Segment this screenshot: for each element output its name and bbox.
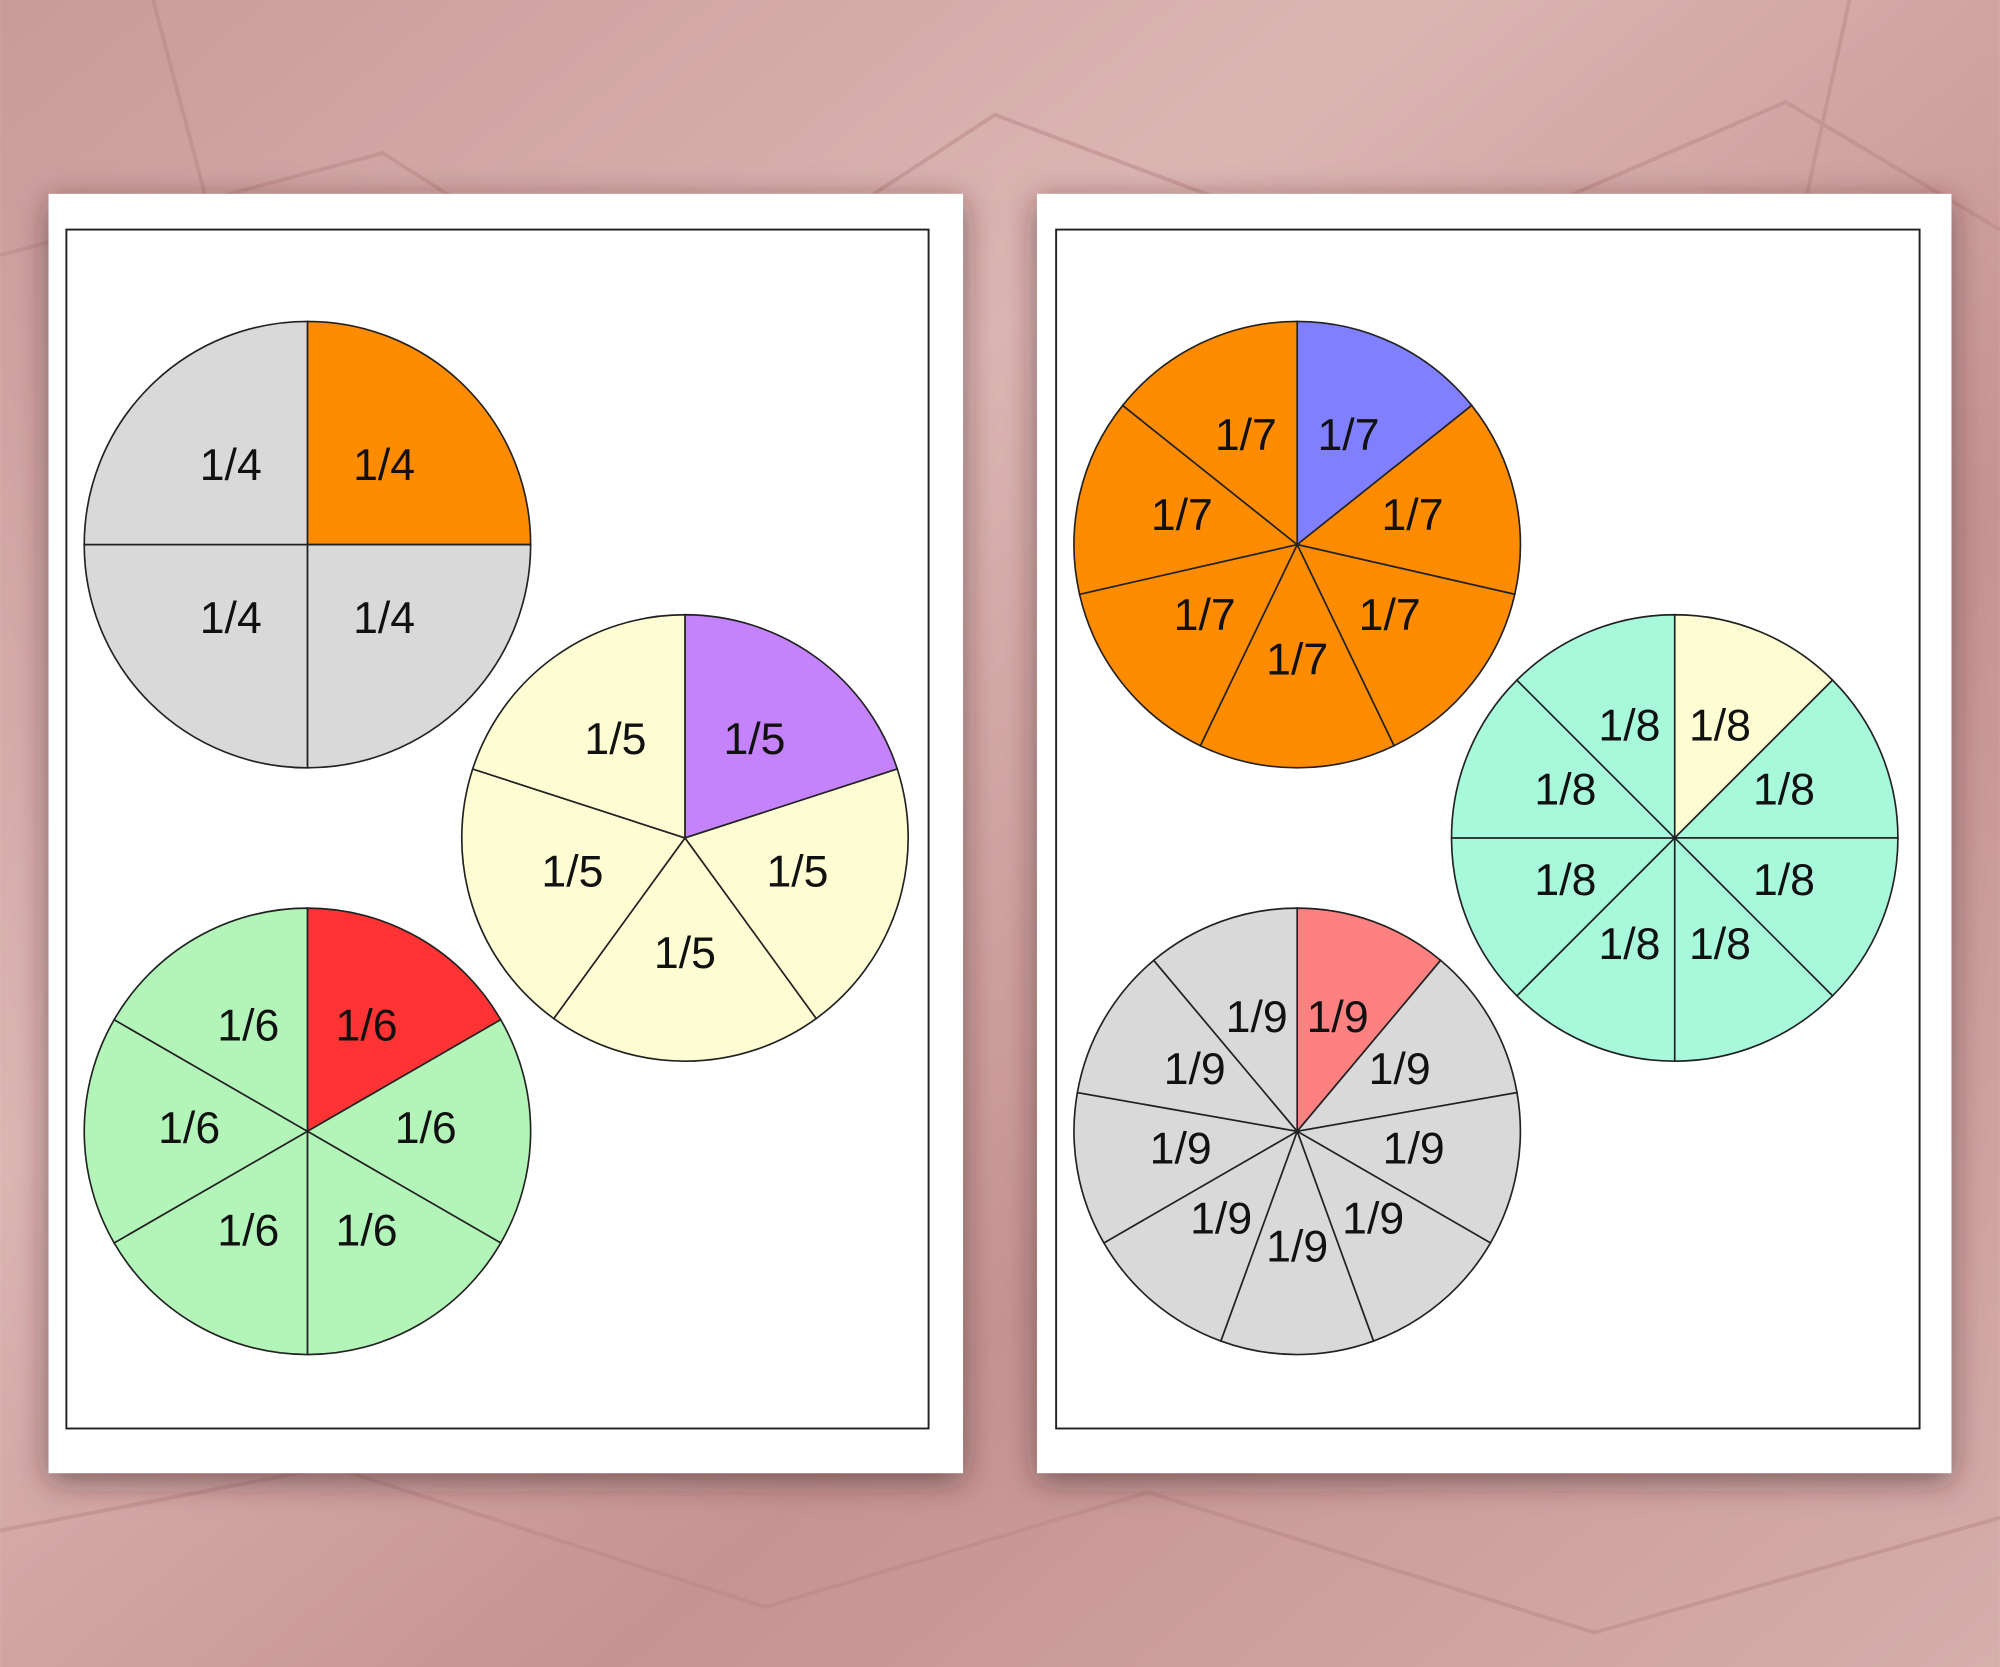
slice — [113, 907, 309, 1133]
slice-label: 1/6 — [158, 1104, 220, 1153]
fraction-circle: 1/71/71/71/71/71/71/7 — [1073, 320, 1522, 769]
slice — [306, 320, 532, 546]
slice — [83, 543, 309, 769]
slice — [305, 1018, 532, 1245]
slice-label: 1/7 — [1266, 636, 1328, 685]
slice-label: 1/4 — [353, 594, 415, 643]
slice-label: 1/8 — [1534, 765, 1596, 814]
slice — [1295, 1129, 1492, 1343]
slice — [1152, 907, 1299, 1134]
slice-label: 1/9 — [1226, 993, 1288, 1042]
slice-label: 1/6 — [336, 1207, 398, 1256]
slice-label: 1/5 — [766, 847, 828, 896]
slice-label: 1/8 — [1753, 856, 1815, 905]
slice — [460, 767, 687, 1020]
slice-label: 1/4 — [200, 594, 262, 643]
slice — [1515, 835, 1676, 1062]
slice-label: 1/7 — [1215, 411, 1277, 460]
slice — [1672, 837, 1899, 997]
slice-label: 1/8 — [1689, 701, 1751, 750]
slice — [1073, 1091, 1300, 1245]
slice-label: 1/5 — [541, 847, 603, 896]
slice — [1295, 543, 1516, 747]
slice — [1121, 320, 1299, 547]
fraction-circle: 1/6 1/6 1/6 1/6 1/6 1/6 — [83, 907, 532, 1356]
slice-label: 1/5 — [723, 715, 785, 764]
slice — [1515, 613, 1676, 840]
slice-label: 1/5 — [584, 715, 646, 764]
slice — [1672, 678, 1899, 839]
slice — [1295, 959, 1518, 1133]
slice-label: 1/8 — [1598, 920, 1660, 969]
slice-label: 1/7 — [1359, 591, 1421, 640]
slice-label: 1/8 — [1534, 856, 1596, 905]
slice — [306, 1129, 502, 1356]
slice-label: 1/9 — [1150, 1125, 1212, 1174]
sheet-border — [65, 228, 930, 1430]
slice — [1078, 543, 1299, 747]
slice-label: 1/9 — [1190, 1195, 1252, 1244]
slice-label: 1/9 — [1342, 1195, 1404, 1244]
slice-label: 1/9 — [1307, 993, 1369, 1042]
slice — [1450, 837, 1677, 997]
slice — [1673, 835, 1834, 1062]
slice — [1076, 959, 1300, 1133]
slice — [1296, 320, 1473, 547]
slice-label: 1/4 — [200, 441, 262, 490]
slice — [83, 320, 309, 546]
slice-label: 1/8 — [1753, 765, 1815, 814]
slice — [306, 543, 532, 769]
slice-label: 1/5 — [654, 929, 716, 978]
slice-label: 1/7 — [1381, 491, 1443, 540]
slice — [1296, 907, 1442, 1134]
slice-label: 1/9 — [1266, 1222, 1328, 1271]
slice — [1102, 1129, 1299, 1343]
slice — [83, 1018, 310, 1245]
slice-label: 1/7 — [1151, 491, 1213, 540]
slice — [684, 613, 899, 840]
slice — [1199, 542, 1396, 769]
slice-label: 1/6 — [336, 1002, 398, 1051]
slice-label: 1/9 — [1369, 1045, 1431, 1094]
slice — [1673, 613, 1834, 840]
slice — [471, 613, 686, 840]
fraction-circle: 1/91/91/91/91/91/91/91/91/9 — [1073, 907, 1522, 1356]
slice — [552, 836, 818, 1062]
fraction-circle: 1/4 1/4 1/4 1/4 — [83, 320, 532, 769]
slice-label: 1/9 — [1383, 1125, 1445, 1174]
slice — [1219, 1128, 1375, 1356]
fraction-circle: 1/81/81/81/81/81/81/81/8 — [1450, 613, 1899, 1062]
slice — [1450, 678, 1677, 839]
fraction-circles: 1/41/41/41/41/51/51/51/51/51/61/61/61/61… — [83, 320, 1899, 1356]
slice — [1295, 404, 1522, 596]
slice-label: 1/8 — [1689, 920, 1751, 969]
slice-label: 1/8 — [1598, 701, 1660, 750]
slice-label: 1/7 — [1174, 591, 1236, 640]
sheet-border — [1055, 228, 1921, 1430]
slice-label: 1/6 — [217, 1207, 279, 1256]
fraction-circle: 1/5 1/5 1/5 1/5 1/5 — [460, 613, 909, 1062]
slice-label: 1/6 — [217, 1002, 279, 1051]
slice — [306, 907, 502, 1133]
slice-label: 1/7 — [1317, 411, 1379, 460]
slice — [113, 1129, 309, 1356]
slice-label: 1/4 — [353, 441, 415, 490]
slice-label: 1/6 — [395, 1104, 457, 1153]
slice — [1294, 1091, 1522, 1245]
slice — [683, 767, 909, 1020]
slice-label: 1/9 — [1164, 1045, 1226, 1094]
slice — [1073, 404, 1300, 596]
